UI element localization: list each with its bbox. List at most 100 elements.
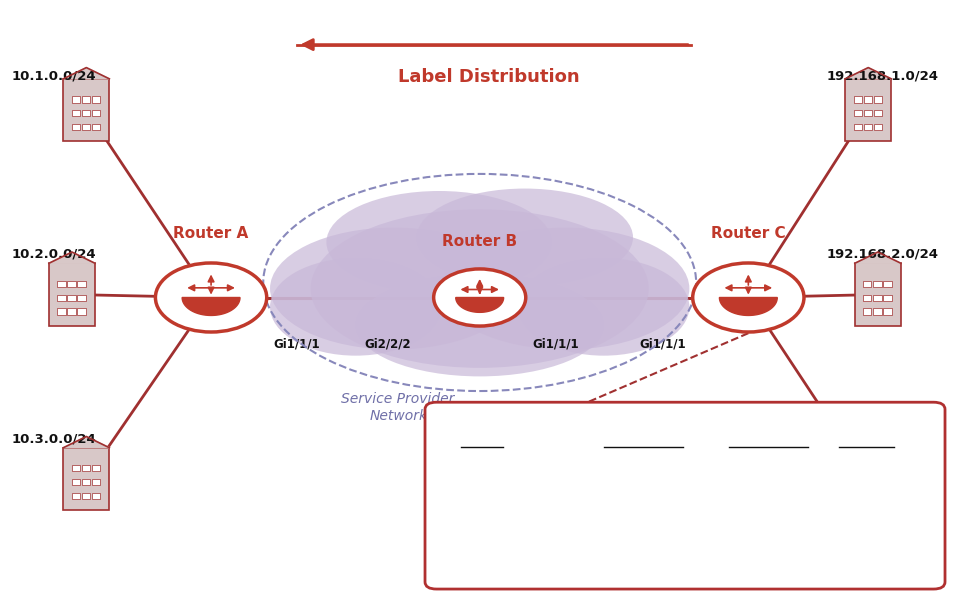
Text: 10.1.0.0/24: 10.1.0.0/24 bbox=[12, 69, 96, 82]
FancyBboxPatch shape bbox=[854, 110, 862, 117]
Text: Router C: Router C bbox=[711, 226, 786, 241]
Polygon shape bbox=[845, 437, 892, 448]
FancyBboxPatch shape bbox=[92, 124, 100, 130]
Text: 192.168.3.0/24: 192.168.3.0/24 bbox=[461, 536, 556, 549]
FancyBboxPatch shape bbox=[92, 96, 100, 102]
Text: Ingress Label: Ingress Label bbox=[604, 433, 699, 446]
Circle shape bbox=[156, 263, 267, 332]
Polygon shape bbox=[719, 298, 777, 315]
Ellipse shape bbox=[311, 209, 649, 368]
FancyBboxPatch shape bbox=[77, 281, 86, 287]
Text: Router B: Router B bbox=[442, 234, 517, 249]
FancyBboxPatch shape bbox=[49, 264, 95, 326]
Text: 192.168.1.0/24: 192.168.1.0/24 bbox=[461, 468, 556, 481]
Text: Gi1/1/1: Gi1/1/1 bbox=[849, 536, 894, 549]
FancyBboxPatch shape bbox=[72, 110, 80, 117]
FancyBboxPatch shape bbox=[845, 448, 892, 511]
FancyBboxPatch shape bbox=[92, 465, 100, 471]
Text: Label Distribution: Label Distribution bbox=[399, 68, 580, 86]
Text: Eggress Label: Eggress Label bbox=[729, 433, 827, 446]
FancyBboxPatch shape bbox=[873, 281, 882, 287]
Text: Gi1/1/1: Gi1/1/1 bbox=[532, 338, 579, 351]
Text: 192.168.1.0/24: 192.168.1.0/24 bbox=[827, 69, 939, 82]
FancyBboxPatch shape bbox=[63, 79, 109, 142]
FancyBboxPatch shape bbox=[884, 281, 892, 287]
FancyBboxPatch shape bbox=[57, 295, 66, 301]
Polygon shape bbox=[49, 252, 95, 264]
Text: Router A: Router A bbox=[173, 226, 249, 241]
Ellipse shape bbox=[416, 189, 633, 286]
Text: Gi1/1/1: Gi1/1/1 bbox=[849, 468, 894, 481]
Polygon shape bbox=[456, 298, 503, 312]
Ellipse shape bbox=[518, 258, 689, 356]
FancyBboxPatch shape bbox=[77, 295, 86, 301]
FancyBboxPatch shape bbox=[873, 308, 882, 315]
FancyBboxPatch shape bbox=[72, 465, 80, 471]
Circle shape bbox=[434, 269, 526, 326]
Ellipse shape bbox=[270, 258, 441, 356]
FancyBboxPatch shape bbox=[81, 110, 90, 117]
FancyBboxPatch shape bbox=[863, 124, 872, 130]
FancyBboxPatch shape bbox=[57, 308, 66, 315]
Text: 100: 100 bbox=[628, 536, 652, 549]
FancyBboxPatch shape bbox=[63, 448, 109, 511]
FancyBboxPatch shape bbox=[68, 308, 76, 315]
FancyBboxPatch shape bbox=[873, 295, 882, 301]
FancyBboxPatch shape bbox=[874, 493, 882, 499]
Polygon shape bbox=[63, 68, 109, 79]
FancyBboxPatch shape bbox=[72, 479, 80, 486]
Ellipse shape bbox=[441, 228, 689, 350]
FancyBboxPatch shape bbox=[863, 479, 872, 486]
Text: Network: Network bbox=[461, 433, 520, 446]
Text: Gi1/1/1: Gi1/1/1 bbox=[639, 338, 686, 351]
Text: 100: 100 bbox=[628, 468, 652, 481]
FancyBboxPatch shape bbox=[57, 281, 66, 287]
Text: 100: 100 bbox=[628, 502, 652, 515]
FancyBboxPatch shape bbox=[68, 281, 76, 287]
Text: 10.2.0.0/24: 10.2.0.0/24 bbox=[12, 248, 96, 261]
FancyBboxPatch shape bbox=[863, 96, 872, 102]
FancyBboxPatch shape bbox=[863, 281, 871, 287]
Text: Interface: Interface bbox=[839, 433, 903, 446]
FancyBboxPatch shape bbox=[81, 124, 90, 130]
Polygon shape bbox=[855, 252, 901, 264]
FancyBboxPatch shape bbox=[874, 96, 882, 102]
FancyBboxPatch shape bbox=[874, 479, 882, 486]
FancyBboxPatch shape bbox=[854, 479, 862, 486]
FancyBboxPatch shape bbox=[854, 124, 862, 130]
FancyBboxPatch shape bbox=[425, 402, 945, 589]
Text: 192.168.2.0/24: 192.168.2.0/24 bbox=[827, 248, 939, 261]
FancyBboxPatch shape bbox=[874, 110, 882, 117]
FancyBboxPatch shape bbox=[92, 110, 100, 117]
Text: 192.168.2.0/24: 192.168.2.0/24 bbox=[461, 502, 556, 515]
Text: Service Provider
Network: Service Provider Network bbox=[342, 393, 455, 422]
FancyBboxPatch shape bbox=[863, 308, 871, 315]
Circle shape bbox=[693, 263, 804, 332]
FancyBboxPatch shape bbox=[92, 493, 100, 499]
FancyBboxPatch shape bbox=[72, 96, 80, 102]
FancyBboxPatch shape bbox=[81, 465, 90, 471]
FancyBboxPatch shape bbox=[884, 308, 892, 315]
Text: 10.3.0.0/24: 10.3.0.0/24 bbox=[12, 432, 96, 445]
Text: Gi1/1/1: Gi1/1/1 bbox=[273, 338, 320, 351]
FancyBboxPatch shape bbox=[81, 479, 90, 486]
Polygon shape bbox=[63, 437, 109, 448]
Text: Gi2/2/2: Gi2/2/2 bbox=[364, 338, 410, 351]
FancyBboxPatch shape bbox=[854, 96, 862, 102]
FancyBboxPatch shape bbox=[854, 465, 862, 471]
FancyBboxPatch shape bbox=[72, 493, 80, 499]
FancyBboxPatch shape bbox=[92, 479, 100, 486]
FancyBboxPatch shape bbox=[68, 295, 76, 301]
Text: 192.168.3.0/24: 192.168.3.0/24 bbox=[827, 432, 939, 445]
Polygon shape bbox=[845, 68, 892, 79]
Polygon shape bbox=[182, 298, 240, 315]
FancyBboxPatch shape bbox=[81, 96, 90, 102]
Text: Gi1/1/1: Gi1/1/1 bbox=[849, 502, 894, 515]
FancyBboxPatch shape bbox=[855, 264, 901, 326]
FancyBboxPatch shape bbox=[863, 110, 872, 117]
FancyBboxPatch shape bbox=[884, 295, 892, 301]
FancyBboxPatch shape bbox=[874, 465, 882, 471]
Ellipse shape bbox=[326, 191, 552, 293]
FancyBboxPatch shape bbox=[863, 465, 872, 471]
FancyBboxPatch shape bbox=[854, 493, 862, 499]
